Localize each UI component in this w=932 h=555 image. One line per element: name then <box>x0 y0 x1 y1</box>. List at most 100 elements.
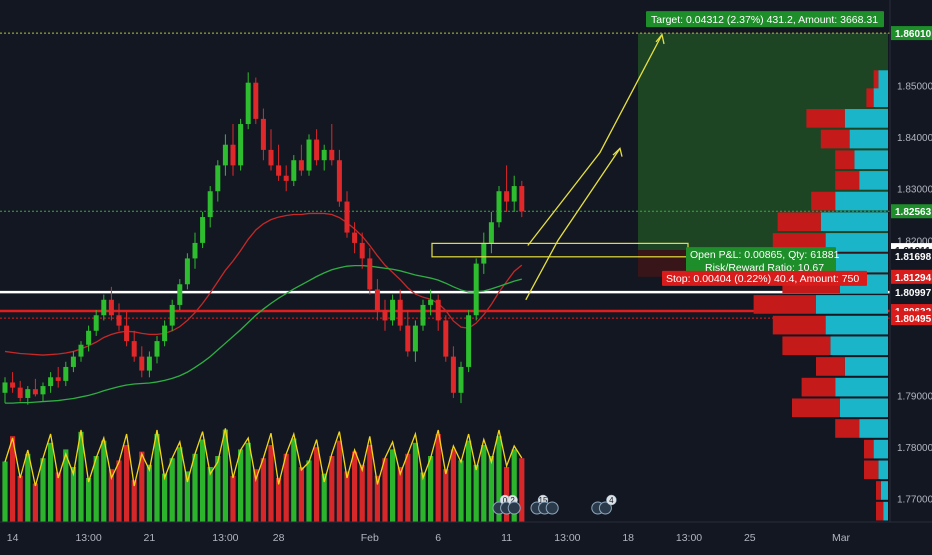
candle-body <box>40 386 46 395</box>
volume-bar <box>10 436 16 522</box>
volume-bar <box>443 469 449 522</box>
candle-body <box>78 344 84 357</box>
volume-bar <box>367 445 373 522</box>
candle-body <box>108 299 114 316</box>
moving-average-fast <box>4 212 523 356</box>
volume-bar <box>428 456 434 522</box>
candle-body <box>32 389 38 395</box>
time-tick-label: 28 <box>273 532 285 544</box>
volume-bar <box>162 473 168 522</box>
projection-arrow-1-head <box>612 147 623 157</box>
event-marker-badge <box>606 494 617 506</box>
price-label-box <box>891 269 932 284</box>
stop-label-text: Stop: 0.00404 (0.22%) 40.4, Amount: 750 <box>666 273 859 285</box>
candle-body <box>428 299 434 305</box>
candle-body <box>200 217 206 243</box>
candle-body <box>481 242 487 264</box>
time-tick-label: 21 <box>144 532 156 544</box>
candle-body <box>321 149 327 161</box>
volume-profile-buy-bar <box>816 295 888 314</box>
event-marker-icon <box>507 501 521 515</box>
volume-bar <box>359 464 365 522</box>
volume-bar <box>192 453 198 522</box>
price-label-box <box>891 311 932 326</box>
volume-bar <box>177 447 183 522</box>
volume-bar <box>169 458 175 522</box>
volume-profile-buy-bar <box>825 233 888 252</box>
candle-body <box>390 299 396 321</box>
volume-profile-sell-bar <box>820 129 850 149</box>
volume-bar <box>283 453 289 522</box>
volume-bar <box>200 439 206 522</box>
volume-bar <box>131 480 137 522</box>
candle-body <box>25 389 31 398</box>
volume-bar <box>405 453 411 522</box>
volume-profile-sell-bar <box>835 419 860 438</box>
time-tick-label: 13:00 <box>212 532 238 544</box>
projection-arrow-2 <box>527 34 663 246</box>
volume-bar <box>473 464 479 522</box>
event-marker-count: 0 <box>503 496 508 505</box>
volume-bar <box>230 475 236 522</box>
volume-bar <box>108 469 114 522</box>
candle-body <box>268 149 274 166</box>
volume-profile-buy-bar <box>859 419 888 438</box>
volume-bar <box>215 456 221 522</box>
volume-bar <box>314 447 320 522</box>
volume-bar <box>17 475 23 522</box>
price-label-box <box>891 26 932 41</box>
event-marker-count: 15 <box>539 496 548 505</box>
volume-bar <box>238 449 244 522</box>
volume-bar <box>291 438 297 522</box>
volume-bar <box>207 467 213 522</box>
time-tick-label: 6 <box>435 532 441 544</box>
volume-bar <box>374 475 380 522</box>
volume-profile-buy-bar <box>873 88 888 108</box>
target-label-box <box>646 11 884 28</box>
volume-profile-buy-bar <box>844 109 888 128</box>
stop-label-box <box>662 270 867 286</box>
event-marker-icon <box>545 501 559 515</box>
time-tick-label: 11 <box>501 532 512 544</box>
price-label-text: 1.81294 <box>895 273 932 284</box>
time-tick-label: 25 <box>744 532 756 544</box>
target-label-text: Target: 0.04312 (2.37%) 431.2, Amount: 3… <box>651 14 878 26</box>
candle-body <box>412 325 418 352</box>
candle-body <box>184 258 190 285</box>
volume-profile-buy-bar <box>859 171 888 190</box>
candle-body <box>116 315 122 326</box>
volume-bar <box>78 431 84 522</box>
candle-body <box>245 82 251 125</box>
open-pnl-label-box <box>686 247 836 276</box>
volume-bar <box>511 449 517 522</box>
candle-body <box>405 325 411 352</box>
volume-profile-buy-bar <box>849 129 888 149</box>
volume-bar <box>32 483 38 522</box>
candle-body <box>519 186 525 212</box>
time-tick-label: Feb <box>361 532 379 544</box>
volume-profile-buy-bar <box>880 481 888 500</box>
volume-bar <box>298 467 304 522</box>
candle-body <box>450 356 456 393</box>
candle-body <box>283 175 289 181</box>
price-label-text: 1.81698 <box>895 252 932 263</box>
candle-body <box>344 201 350 233</box>
time-tick-label: 14 <box>7 532 19 544</box>
price-label-box <box>891 204 932 219</box>
candle-body <box>374 289 380 311</box>
volume-bar <box>260 458 266 522</box>
volume-bar <box>352 451 358 522</box>
candle-body <box>511 186 517 202</box>
moving-average-slow <box>5 265 522 404</box>
price-tick-label: 1.78000 <box>897 443 932 454</box>
volume-bar <box>124 445 130 522</box>
candle-body <box>230 144 236 166</box>
candle-body <box>314 139 320 161</box>
candle-body <box>466 315 472 367</box>
candle-body <box>420 304 426 326</box>
candle-body <box>55 377 61 381</box>
candle-body <box>291 160 297 181</box>
candle-body <box>101 299 107 316</box>
volume-bar <box>222 429 228 522</box>
